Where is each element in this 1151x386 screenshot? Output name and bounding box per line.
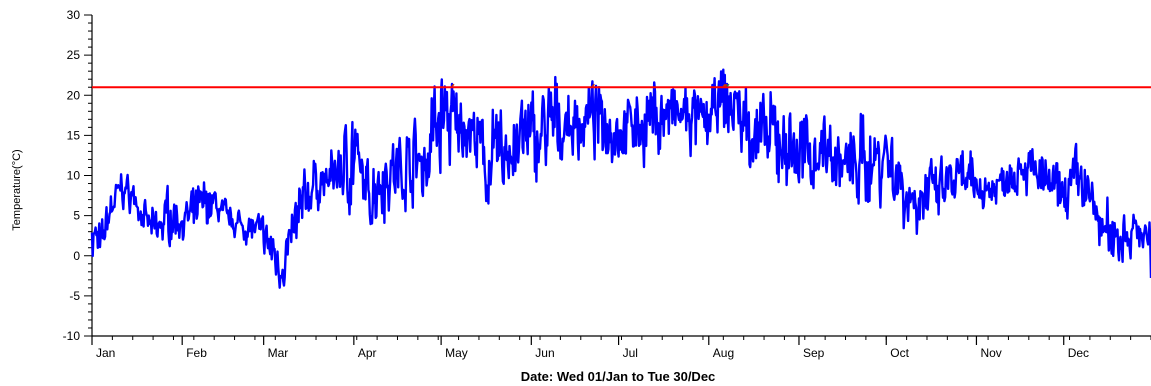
x-tick-label-sep: Sep bbox=[803, 346, 825, 360]
y-tick-label: 20 bbox=[67, 88, 81, 102]
y-tick-label: -5 bbox=[69, 289, 80, 303]
x-tick-label-aug: Aug bbox=[713, 346, 734, 360]
y-tick-label: 10 bbox=[67, 169, 81, 183]
x-axis-title: Date: Wed 01/Jan to Tue 30/Dec bbox=[521, 369, 716, 384]
x-tick-label-mar: Mar bbox=[268, 346, 289, 360]
y-axis-title: Temperature(°C) bbox=[11, 149, 23, 230]
y-tick-label: 30 bbox=[67, 8, 81, 22]
x-tick-label-nov: Nov bbox=[980, 346, 1001, 360]
y-tick-label: 25 bbox=[67, 48, 81, 62]
y-tick-label: 15 bbox=[67, 128, 81, 142]
y-axis: -10 -5 0 5 10 15 20 25 30 bbox=[63, 8, 93, 343]
x-tick-label-may: May bbox=[445, 346, 468, 360]
threshold-exceedance-mark bbox=[451, 83, 455, 87]
x-tick-label-jan: Jan bbox=[96, 346, 115, 360]
x-tick-label-oct: Oct bbox=[890, 346, 909, 360]
threshold-exceedance-mark bbox=[724, 83, 728, 87]
x-axis: Jan Feb Mar Apr May Jun Jul Aug Sep Oct Nov Dec bbox=[91, 335, 1151, 360]
x-tick-label-jun: Jun bbox=[535, 346, 554, 360]
x-tick-label-jul: Jul bbox=[623, 346, 638, 360]
y-tick-label: 5 bbox=[73, 209, 80, 223]
threshold-exceedance-mark bbox=[722, 83, 726, 87]
x-tick-label-dec: Dec bbox=[1068, 346, 1089, 360]
y-tick-label: 0 bbox=[73, 249, 80, 263]
y-tick-label: -10 bbox=[63, 329, 81, 343]
x-tick-label-feb: Feb bbox=[186, 346, 207, 360]
threshold-exceedance-mark bbox=[591, 83, 595, 87]
threshold-exceedance-mark bbox=[726, 83, 730, 87]
plot-area bbox=[90, 68, 1151, 289]
temperature-series-line bbox=[90, 68, 1151, 289]
x-tick-label-apr: Apr bbox=[358, 346, 377, 360]
